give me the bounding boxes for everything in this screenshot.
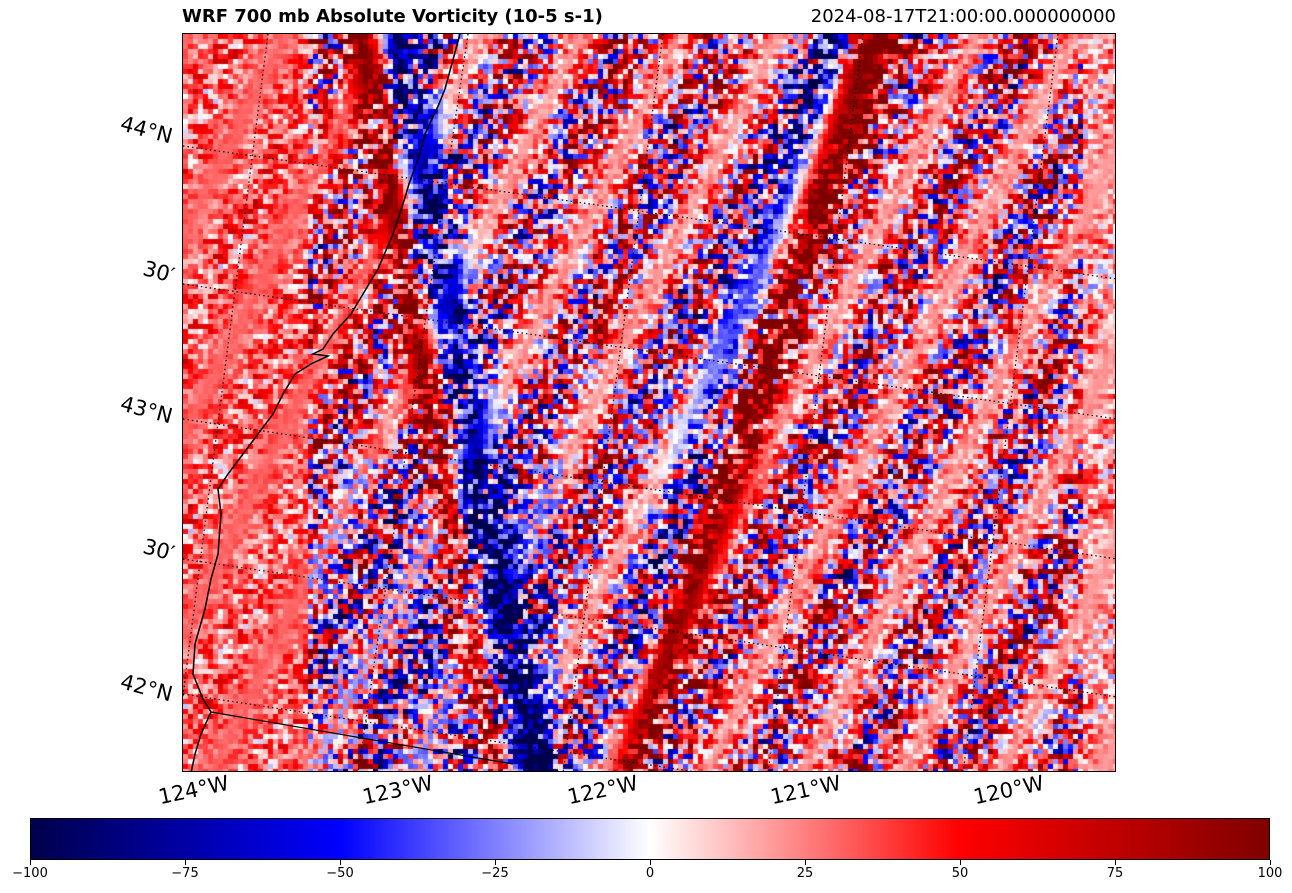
colorbar-tick: [1114, 860, 1116, 865]
colorbar-tick: [494, 860, 496, 865]
map-title: WRF 700 mb Absolute Vorticity (10-5 s-1): [182, 6, 603, 27]
colorbar-tick: [29, 860, 31, 865]
latitude-gridlines: [183, 145, 1115, 771]
map-panel: [182, 33, 1116, 772]
lon-label-120w: 120°W: [971, 770, 1047, 810]
vorticity-field: [183, 34, 1115, 771]
map-overlay: [183, 34, 1115, 771]
oregon-california-border: [210, 711, 514, 765]
lon-label-121w: 121°W: [768, 770, 844, 810]
colorbar-tick-label: 75: [1106, 866, 1124, 881]
colorbar-tick: [804, 860, 806, 865]
lon-label-123w: 123°W: [360, 770, 436, 810]
colorbar-tick: [959, 860, 961, 865]
colorbar-tick-label: 50: [951, 866, 969, 881]
longitude-gridlines: [183, 34, 1059, 771]
colorbar-tick: [339, 860, 341, 865]
colorbar: [30, 818, 1270, 860]
valid-time: 2024-08-17T21:00:00.000000000: [810, 6, 1116, 27]
coastline: [190, 34, 461, 771]
lat-label-42-30: 30′: [140, 534, 178, 566]
colorbar-tick-label: −75: [171, 866, 199, 881]
lat-label-43n: 43°N: [117, 391, 176, 429]
colorbar-tick: [649, 860, 651, 865]
colorbar-tick-label: −100: [12, 866, 48, 881]
lat-label-43-30: 30′: [140, 256, 178, 288]
colorbar-gradient: [31, 819, 1269, 859]
colorbar-tick-label: 100: [1257, 866, 1283, 881]
colorbar-tick-label: −25: [481, 866, 509, 881]
colorbar-tick-label: 0: [645, 866, 655, 881]
lon-label-124w: 124°W: [156, 770, 232, 810]
colorbar-tick: [184, 860, 186, 865]
colorbar-tick-label: 25: [796, 866, 814, 881]
lon-label-122w: 122°W: [565, 770, 641, 810]
colorbar-tick: [1269, 860, 1271, 865]
lat-label-42n: 42°N: [117, 669, 176, 707]
colorbar-tick-label: −50: [326, 866, 354, 881]
lat-label-44n: 44°N: [117, 111, 176, 149]
